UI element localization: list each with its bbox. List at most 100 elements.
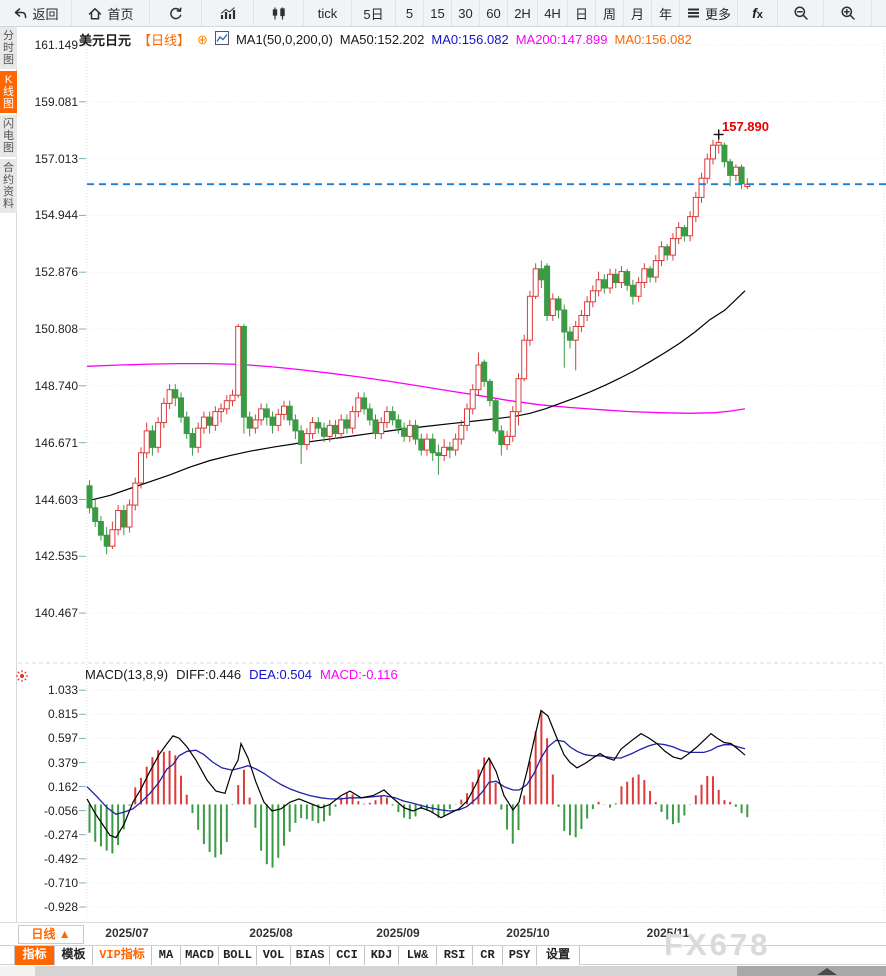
price-axis-label: 154.944	[34, 208, 78, 223]
macd-axis-label: 1.033	[47, 683, 78, 698]
toolbar-button-min15[interactable]: 15	[424, 0, 452, 26]
ma0-value-blue: MA0:156.082	[431, 32, 509, 47]
toolbar-button-min5[interactable]: 5	[396, 0, 424, 26]
toolbar-button-daily[interactable]: 日	[568, 0, 596, 26]
indicator-tab-vol[interactable]: VOL	[257, 946, 291, 965]
macd-axis-label: -0.928	[43, 900, 78, 914]
toolbar-button-yearly[interactable]: 年	[652, 0, 680, 26]
toolbar-button-label: 5	[405, 5, 414, 21]
toolbar-button-label: 60	[486, 5, 501, 21]
scrollbar-collapse-icon[interactable]	[817, 967, 837, 975]
scrollbar-segment-2[interactable]	[737, 966, 886, 976]
macd-macd-value: MACD:-0.116	[319, 667, 398, 682]
toolbar-button-tick[interactable]: tick	[304, 0, 352, 26]
scrollbar-segment-0[interactable]	[0, 966, 35, 976]
indicator-tab-bias[interactable]: BIAS	[291, 946, 330, 965]
toolbar-button-formula[interactable]: fx	[738, 0, 778, 26]
horizontal-scrollbar[interactable]	[0, 966, 886, 976]
ma50-value: MA50:152.202	[339, 32, 425, 47]
indicator-tab-cci[interactable]: CCI	[330, 946, 365, 965]
add-overlay-icon[interactable]: ⊕	[197, 31, 208, 47]
x-axis-label: 2025/08	[249, 926, 293, 940]
toolbar-button-monthly[interactable]: 月	[624, 0, 652, 26]
ma200-value: MA200:147.899	[515, 32, 608, 47]
toolbar-button-back[interactable]: 返回	[0, 0, 72, 26]
toolbar-button-min30[interactable]: 30	[452, 0, 480, 26]
macd-axis-label: -0.274	[43, 827, 78, 842]
toolbar-button-zoom-in[interactable]	[824, 0, 872, 26]
macd-axis-label: -0.492	[43, 851, 78, 866]
x-axis-label: 2025/10	[506, 926, 550, 940]
toolbar-button-home[interactable]: 首页	[72, 0, 150, 26]
macd-axis-label: 0.597	[47, 731, 78, 746]
toolbar-button-label: 4H	[544, 5, 561, 21]
price-axis-label: 144.603	[34, 492, 78, 507]
toolbar-button-zoom-out[interactable]	[778, 0, 824, 26]
indicator-tab-psy[interactable]: PSY	[503, 946, 537, 965]
toolbar-button-label: 周	[602, 6, 616, 22]
indicator-tab-settings[interactable]: 设置	[537, 946, 580, 965]
symbol-name: 美元日元	[79, 33, 132, 48]
ma200-line	[86, 362, 746, 414]
toolbar-button-label: 日	[574, 6, 588, 22]
macd-axis-label: 0.379	[47, 755, 78, 770]
candles-series	[86, 134, 751, 555]
sidebar-tab-contract-info[interactable]: 合约资料	[0, 159, 17, 213]
toolbar-button-min60[interactable]: 60	[480, 0, 508, 26]
toolbar-button-label: 5日	[363, 6, 384, 22]
toolbar-button-trend-chart[interactable]	[202, 0, 254, 26]
sidebar-tab-lightning-chart[interactable]: 闪电图	[0, 115, 17, 157]
macd-axis-label: 0.162	[47, 779, 78, 794]
mini-chart-icon[interactable]	[214, 31, 229, 48]
toolbar-button-candle-chart[interactable]	[254, 0, 304, 26]
toolbar-button-label: 2H	[514, 5, 531, 21]
x-axis-label: 2025/11	[646, 926, 690, 940]
indicator-tab-macd[interactable]: MACD	[181, 946, 219, 965]
indicator-tab-rsi[interactable]: RSI	[437, 946, 473, 965]
ma50-line	[86, 290, 746, 502]
price-axis-label: 150.808	[34, 322, 78, 336]
price-axis-label: 146.671	[34, 435, 78, 450]
indicator-tab-kdj[interactable]: KDJ	[365, 946, 399, 965]
top-toolbar: 返回 首页 tick 5日 5 15 30 60 2H 4H 日周月年 更多 fx	[0, 0, 886, 27]
toolbar-button-more[interactable]: 更多	[680, 0, 738, 26]
indicator-tab-boll[interactable]: BOLL	[219, 946, 257, 965]
macd-dea-line	[86, 739, 746, 816]
macd-axis-label: 0.815	[47, 707, 78, 722]
ma0-value-orange: MA0:156.082	[614, 32, 692, 47]
toolbar-button-label: 首页	[107, 6, 134, 22]
period-selector[interactable]: 日线 ▲	[18, 925, 84, 944]
scrollbar-segment-1[interactable]	[35, 966, 737, 976]
indicator-settings-icon[interactable]	[15, 669, 29, 688]
period-tag: 【日线】	[138, 33, 191, 48]
ma-settings-label: MA1(50,0,200,0)	[235, 32, 333, 47]
toolbar-button-weekly[interactable]: 周	[596, 0, 624, 26]
price-axis-label: 148.740	[34, 378, 78, 393]
indicator-tab-lw[interactable]: LW&	[399, 946, 437, 965]
macd-diff-line	[86, 709, 746, 839]
toolbar-button-h4[interactable]: 4H	[538, 0, 568, 26]
macd-diff-value: DIFF:0.446	[176, 667, 242, 682]
indicator-tab-cr[interactable]: CR	[473, 946, 503, 965]
indicator-tab-ma[interactable]: MA	[152, 946, 181, 965]
price-axis-label: 157.013	[34, 151, 78, 166]
toolbar-button-label: 更多	[704, 6, 731, 22]
toolbar-button-5day[interactable]: 5日	[352, 0, 396, 26]
indicator-tab-templates[interactable]: 模板	[55, 946, 93, 965]
indicator-tab-vip-indicators[interactable]: VIP指标	[93, 946, 152, 965]
grid-lines	[18, 40, 886, 927]
indicator-tab-indicators[interactable]: 指标	[14, 946, 55, 965]
macd-axis-label: -0.056	[43, 803, 78, 818]
peak-cross-marker	[713, 129, 724, 140]
toolbar-button-h2[interactable]: 2H	[508, 0, 538, 26]
macd-axis-label: -0.710	[43, 875, 78, 890]
sidebar-tab-time-chart[interactable]: 分时图	[0, 27, 17, 69]
x-axis-row	[0, 922, 886, 945]
toolbar-button-refresh[interactable]	[150, 0, 202, 26]
toolbar-button-label: 返回	[32, 6, 59, 22]
toolbar-button-label: tick	[317, 5, 338, 21]
price-axis-label: 152.876	[34, 265, 78, 280]
